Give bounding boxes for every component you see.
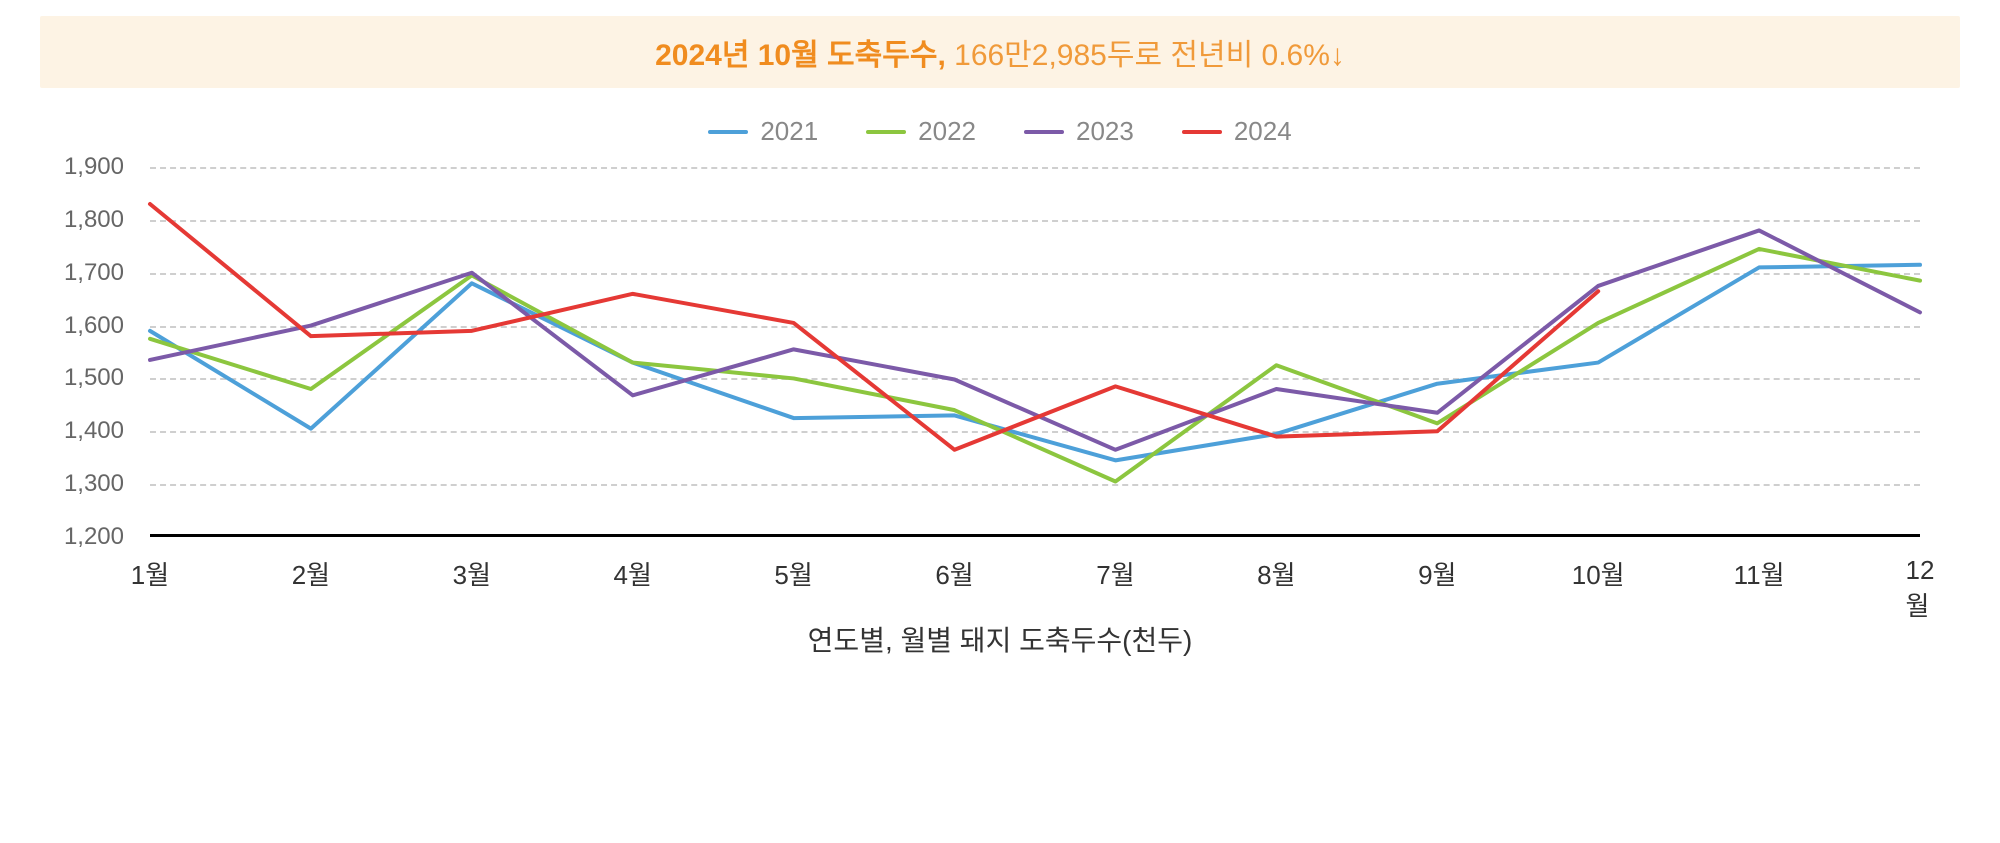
chart-title-bold: 2024년 10월 도축두수, <box>655 39 946 72</box>
x-tick-label: 10월 <box>1572 555 1625 592</box>
x-tick-label: 2월 <box>292 555 330 592</box>
x-axis: 1월2월3월4월5월6월7월8월9월10월11월12월 <box>150 555 1920 595</box>
y-tick-label: 1,700 <box>64 259 124 287</box>
legend-swatch <box>866 130 906 134</box>
y-tick-label: 1,200 <box>64 523 124 551</box>
chart-subtitle: 연도별, 월별 돼지 도축두수(천두) <box>40 619 1960 659</box>
legend: 2021 2022 2023 2024 <box>40 116 1960 147</box>
chart-title-bar: 2024년 10월 도축두수, 166만2,985두로 전년비 0.6%↓ <box>40 16 1960 88</box>
legend-item: 2021 <box>708 116 818 147</box>
y-axis: 1,2001,3001,4001,5001,6001,7001,8001,900 <box>40 167 140 537</box>
y-tick-label: 1,900 <box>64 153 124 181</box>
y-tick-label: 1,300 <box>64 470 124 498</box>
plot-area <box>150 167 1920 537</box>
legend-swatch <box>708 130 748 134</box>
x-tick-label: 12월 <box>1906 555 1935 623</box>
legend-item: 2023 <box>1024 116 1134 147</box>
x-tick-label: 9월 <box>1418 555 1456 592</box>
x-axis-line <box>150 534 1920 537</box>
legend-item: 2022 <box>866 116 976 147</box>
y-tick-label: 1,400 <box>64 417 124 445</box>
legend-swatch <box>1182 130 1222 134</box>
x-tick-label: 3월 <box>453 555 491 592</box>
x-tick-label: 5월 <box>774 555 812 592</box>
y-tick-label: 1,600 <box>64 312 124 340</box>
legend-label: 2024 <box>1234 116 1292 147</box>
chart-area: 1,2001,3001,4001,5001,6001,7001,8001,900 <box>40 167 1960 537</box>
legend-label: 2021 <box>760 116 818 147</box>
series-line <box>150 249 1920 482</box>
chart-title-rest: 166만2,985두로 전년비 0.6%↓ <box>946 39 1345 72</box>
x-tick-label: 7월 <box>1096 555 1134 592</box>
x-tick-label: 1월 <box>131 555 169 592</box>
series-line <box>150 204 1598 450</box>
x-tick-label: 6월 <box>935 555 973 592</box>
line-layer <box>150 167 1920 537</box>
x-tick-label: 4월 <box>614 555 652 592</box>
legend-label: 2023 <box>1076 116 1134 147</box>
x-tick-label: 11월 <box>1734 555 1785 592</box>
y-tick-label: 1,800 <box>64 206 124 234</box>
x-tick-label: 8월 <box>1257 555 1295 592</box>
legend-label: 2022 <box>918 116 976 147</box>
series-line <box>150 265 1920 461</box>
legend-item: 2024 <box>1182 116 1292 147</box>
y-tick-label: 1,500 <box>64 364 124 392</box>
legend-swatch <box>1024 130 1064 134</box>
